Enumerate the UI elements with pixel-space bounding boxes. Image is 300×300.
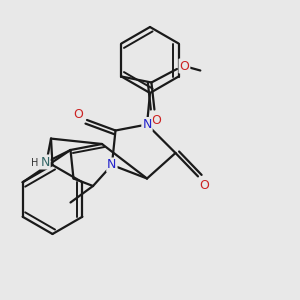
Text: O: O	[199, 179, 209, 192]
Text: N: N	[142, 118, 152, 131]
Text: N: N	[107, 158, 117, 172]
Text: H: H	[31, 158, 38, 169]
Text: N: N	[40, 155, 50, 169]
Text: O: O	[151, 113, 161, 127]
Text: O: O	[73, 107, 83, 121]
Text: O: O	[179, 59, 189, 73]
